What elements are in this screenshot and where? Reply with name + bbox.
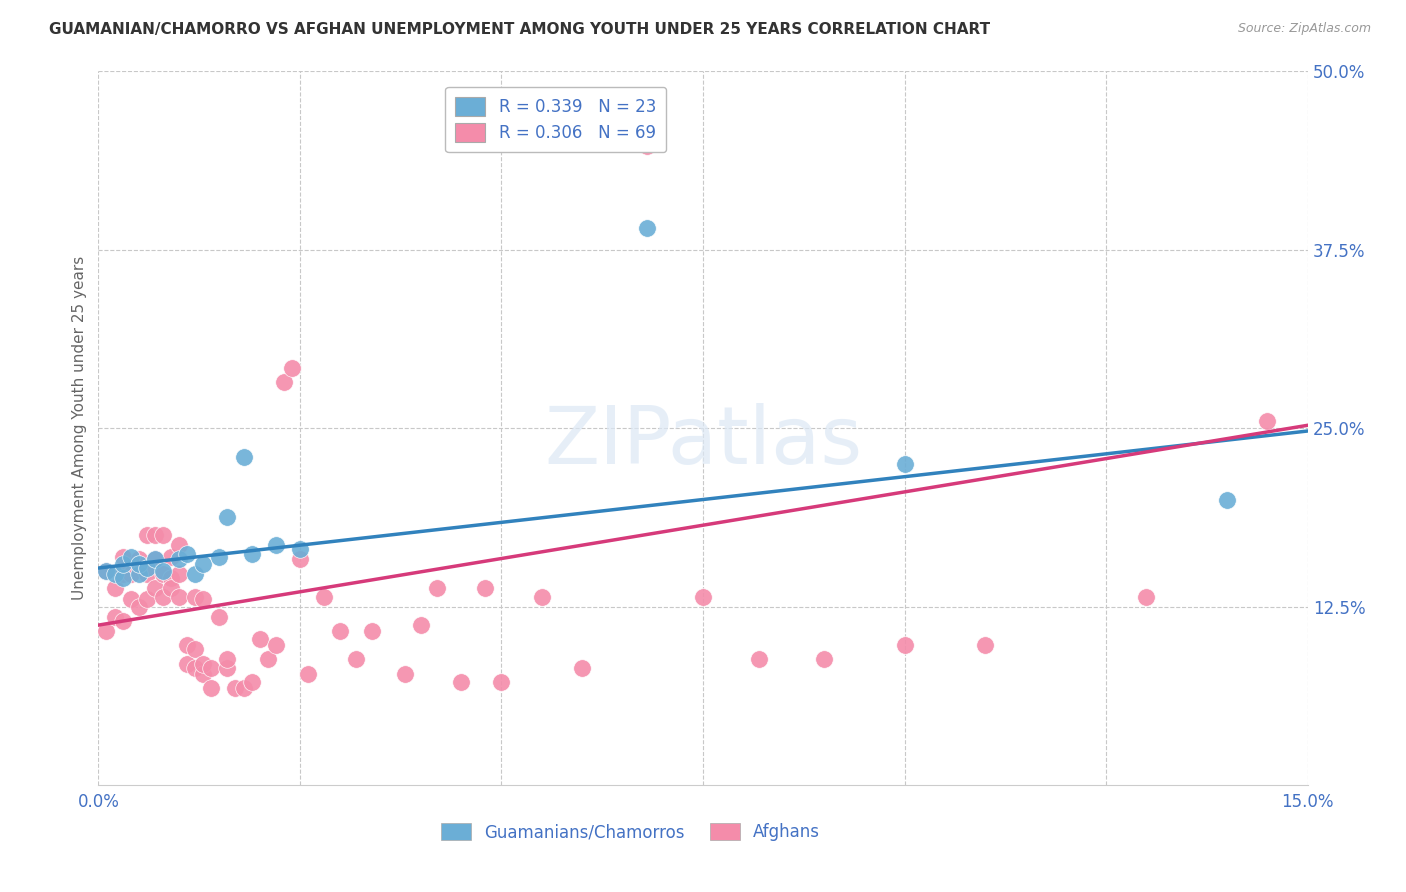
- Point: [200, 681, 222, 695]
- Point: [974, 638, 997, 652]
- Point: [224, 681, 246, 695]
- Point: [314, 590, 336, 604]
- Point: [288, 552, 311, 566]
- Point: [184, 642, 207, 657]
- Point: [893, 638, 915, 652]
- Point: [193, 657, 215, 671]
- Point: [748, 652, 770, 666]
- Point: [152, 564, 174, 578]
- Point: [135, 566, 157, 581]
- Point: [813, 652, 835, 666]
- Point: [152, 566, 174, 581]
- Point: [103, 609, 125, 624]
- Point: [692, 590, 714, 604]
- Point: [160, 571, 183, 585]
- Point: [893, 457, 915, 471]
- Point: [288, 542, 311, 557]
- Point: [184, 661, 207, 675]
- Point: [636, 138, 658, 153]
- Point: [240, 675, 263, 690]
- Point: [160, 581, 183, 595]
- Point: [176, 638, 198, 652]
- Point: [232, 450, 254, 464]
- Point: [143, 581, 166, 595]
- Point: [273, 376, 295, 390]
- Point: [249, 632, 271, 647]
- Point: [636, 221, 658, 235]
- Point: [167, 538, 190, 552]
- Point: [329, 624, 352, 638]
- Point: [450, 675, 472, 690]
- Point: [208, 609, 231, 624]
- Point: [152, 528, 174, 542]
- Point: [232, 681, 254, 695]
- Text: Source: ZipAtlas.com: Source: ZipAtlas.com: [1237, 22, 1371, 36]
- Point: [120, 549, 142, 564]
- Text: GUAMANIAN/CHAMORRO VS AFGHAN UNEMPLOYMENT AMONG YOUTH UNDER 25 YEARS CORRELATION: GUAMANIAN/CHAMORRO VS AFGHAN UNEMPLOYMEN…: [49, 22, 990, 37]
- Point: [193, 666, 215, 681]
- Point: [120, 566, 142, 581]
- Point: [1256, 414, 1278, 428]
- Point: [297, 666, 319, 681]
- Point: [111, 571, 134, 585]
- Point: [111, 566, 134, 581]
- Point: [491, 675, 513, 690]
- Point: [128, 599, 150, 614]
- Point: [160, 549, 183, 564]
- Point: [394, 666, 416, 681]
- Point: [128, 566, 150, 581]
- Point: [200, 661, 222, 675]
- Point: [120, 592, 142, 607]
- Point: [184, 566, 207, 581]
- Point: [143, 552, 166, 566]
- Point: [264, 538, 287, 552]
- Point: [96, 564, 118, 578]
- Point: [193, 557, 215, 571]
- Point: [217, 661, 239, 675]
- Point: [103, 581, 125, 595]
- Y-axis label: Unemployment Among Youth under 25 years: Unemployment Among Youth under 25 years: [72, 256, 87, 600]
- Point: [217, 652, 239, 666]
- Point: [264, 638, 287, 652]
- Point: [217, 509, 239, 524]
- Point: [176, 657, 198, 671]
- Point: [167, 590, 190, 604]
- Point: [135, 561, 157, 575]
- Point: [135, 528, 157, 542]
- Point: [193, 592, 215, 607]
- Point: [281, 361, 304, 376]
- Point: [128, 552, 150, 566]
- Point: [361, 624, 384, 638]
- Point: [96, 624, 118, 638]
- Point: [530, 590, 553, 604]
- Text: ZIPatlas: ZIPatlas: [544, 403, 862, 482]
- Point: [184, 590, 207, 604]
- Point: [111, 549, 134, 564]
- Point: [167, 552, 190, 566]
- Point: [344, 652, 367, 666]
- Point: [208, 549, 231, 564]
- Point: [103, 566, 125, 581]
- Point: [409, 618, 432, 632]
- Point: [426, 581, 449, 595]
- Point: [143, 528, 166, 542]
- Point: [128, 557, 150, 571]
- Point: [143, 552, 166, 566]
- Point: [240, 547, 263, 561]
- Point: [135, 592, 157, 607]
- Point: [167, 566, 190, 581]
- Point: [152, 590, 174, 604]
- Point: [111, 557, 134, 571]
- Point: [1135, 590, 1157, 604]
- Point: [256, 652, 278, 666]
- Point: [111, 614, 134, 628]
- Point: [176, 547, 198, 561]
- Point: [96, 564, 118, 578]
- Legend: Guamanians/Chamorros, Afghans: Guamanians/Chamorros, Afghans: [434, 816, 827, 848]
- Point: [474, 581, 496, 595]
- Point: [571, 661, 593, 675]
- Point: [1216, 492, 1239, 507]
